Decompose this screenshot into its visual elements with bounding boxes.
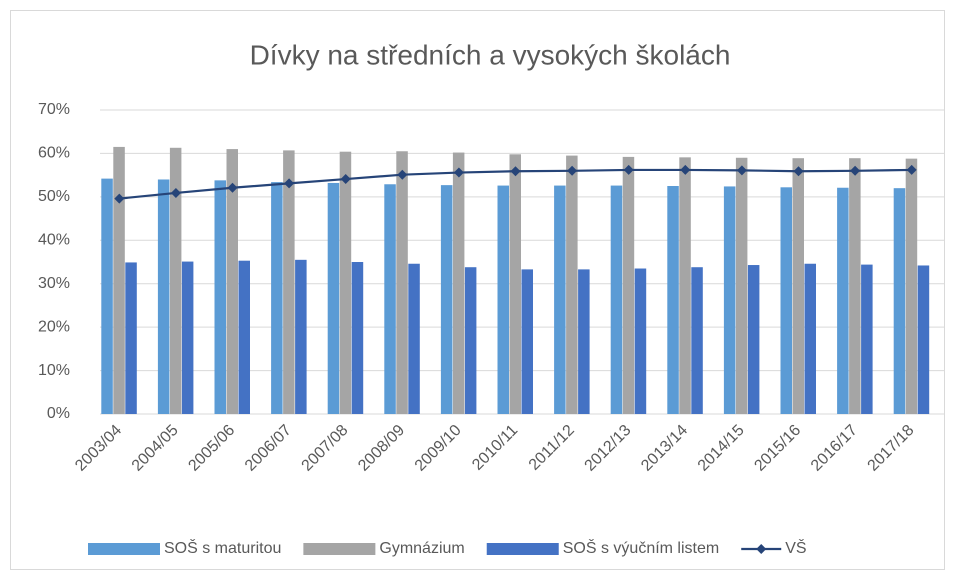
bar: [509, 154, 521, 414]
bar: [792, 158, 804, 414]
marker: [850, 165, 861, 176]
marker: [793, 166, 804, 177]
bar: [554, 185, 566, 414]
bar: [837, 187, 849, 414]
bar: [157, 179, 170, 414]
y-tick-label: 60%: [38, 145, 70, 162]
bar: [723, 186, 736, 414]
y-tick-label: 50%: [38, 188, 70, 205]
marker: [680, 164, 691, 175]
bar: [861, 264, 873, 414]
bar: [464, 267, 477, 414]
chart-border: [10, 10, 945, 570]
bar: [238, 260, 250, 414]
legend-swatch: [88, 543, 160, 555]
chart-title: Dívky na středních a vysokých školách: [250, 39, 731, 70]
legend-swatch: [756, 544, 767, 554]
bar: [849, 158, 861, 414]
legend-label: Gymnázium: [379, 540, 464, 557]
bar: [747, 265, 760, 414]
marker: [510, 166, 521, 177]
marker: [114, 193, 125, 204]
bar: [396, 151, 408, 414]
marker: [906, 164, 917, 175]
bar: [295, 259, 307, 414]
bar: [566, 155, 578, 414]
bar: [905, 158, 918, 414]
y-tick-label: 0%: [47, 405, 70, 422]
bar: [578, 269, 590, 414]
y-tick-label: 20%: [38, 318, 70, 335]
bar: [735, 157, 748, 414]
y-tick-label: 70%: [38, 101, 70, 118]
bar: [327, 182, 340, 414]
legend-swatch: [303, 543, 376, 555]
bar: [339, 151, 352, 415]
bar: [226, 149, 238, 415]
legend: SOŠ s maturitou Gymnázium SOŠ s výučním li…: [88, 538, 807, 557]
marker: [284, 178, 295, 189]
bar: [622, 156, 635, 414]
bar: [452, 152, 465, 414]
legend-label: SOŠ s maturitou: [164, 538, 281, 557]
bar: [271, 182, 283, 414]
y-tick-label: 10%: [38, 362, 70, 379]
bar: [351, 262, 364, 414]
marker: [623, 164, 634, 175]
bar: [634, 268, 647, 414]
marker: [340, 174, 351, 185]
bar: [521, 269, 533, 414]
bar: [780, 187, 792, 414]
bar: [125, 262, 137, 414]
bar: [384, 184, 396, 414]
bar: [667, 186, 679, 414]
bar: [893, 188, 906, 414]
bar: [804, 263, 816, 414]
marker: [397, 169, 408, 180]
bar: [679, 157, 691, 414]
y-tick-label: 40%: [38, 232, 70, 249]
bar: [181, 261, 194, 414]
bar: [101, 178, 113, 414]
bar: [214, 180, 226, 414]
marker: [567, 165, 578, 176]
bar: [497, 185, 509, 414]
bar: [283, 150, 295, 415]
legend-label: VŠ: [785, 538, 806, 557]
y-tick-label: 30%: [38, 275, 70, 292]
bar: [113, 146, 125, 414]
bar: [408, 263, 420, 414]
bar: [440, 185, 453, 414]
bar: [691, 267, 703, 414]
legend-label: SOŠ s výučním listem: [563, 538, 719, 557]
marker: [170, 187, 181, 198]
bar: [610, 185, 623, 414]
bar: [169, 147, 182, 415]
marker: [227, 182, 238, 193]
legend-swatch: [486, 543, 559, 555]
marker: [453, 167, 464, 178]
bar: [917, 265, 930, 414]
marker: [736, 165, 747, 176]
